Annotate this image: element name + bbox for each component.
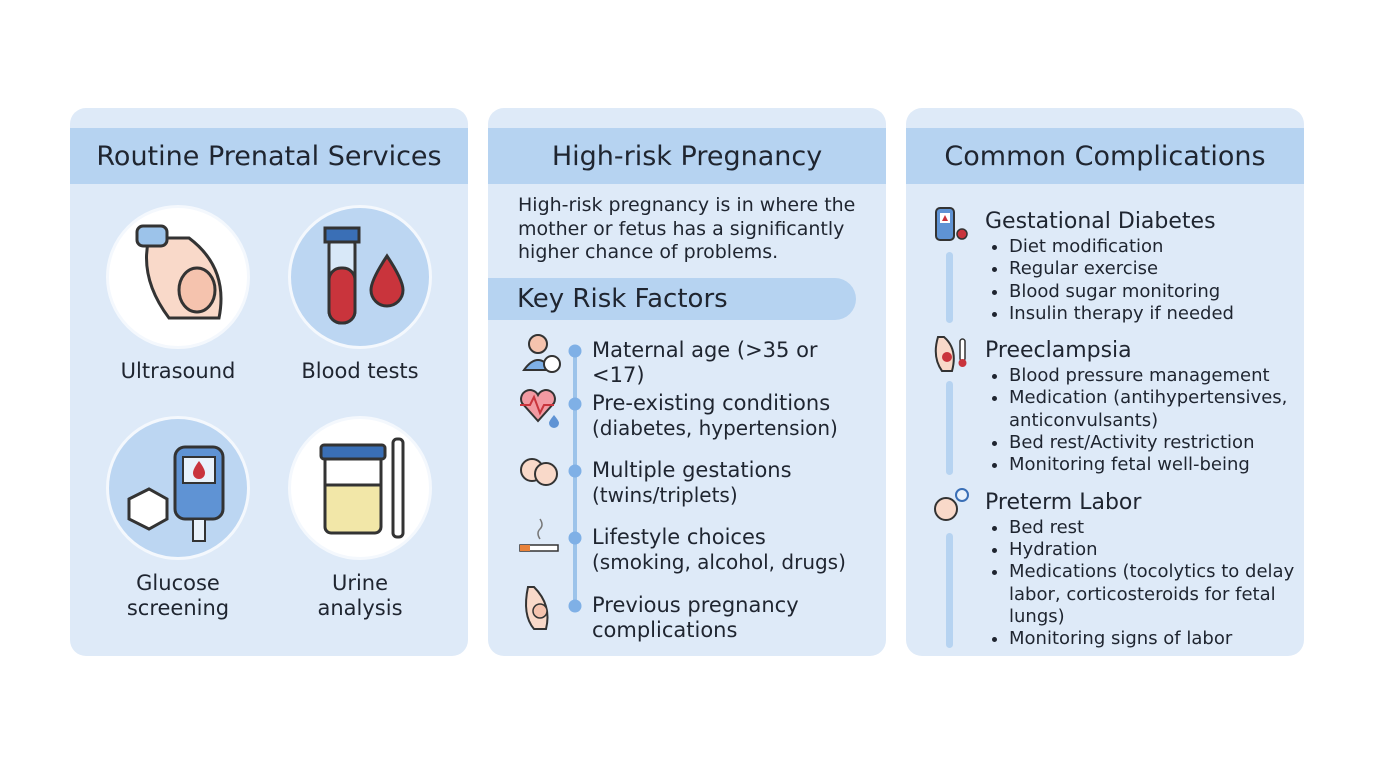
service-label: Blood tests [301,359,419,383]
subtitle: Key Risk Factors [488,278,856,320]
risk-factor: Maternal age (>35 or <17) [592,338,872,388]
treatment: Blood pressure management [1009,365,1304,387]
timeline [946,252,953,324]
service-illustration [323,226,405,325]
complication: Gestational DiabetesDiet modificationReg… [906,207,1304,325]
treatment: Monitoring signs of labor [1009,628,1304,650]
factor-name: Multiple gestations [592,458,792,482]
complication-icon [934,487,969,521]
treatment-list: Bed restHydrationMedications (tocolytics… [985,517,1304,651]
factor-icon [522,334,561,373]
treatment: Bed rest [1009,517,1304,539]
service-illustration [127,445,225,542]
timeline-dot [568,344,582,358]
service-icon [288,416,432,560]
panel-title: Routine Prenatal Services [70,128,468,184]
treatment: Medication (antihypertensives, anticonvu… [1009,387,1304,432]
service-icon [106,416,250,560]
intro-text: High-risk pregnancy is in where the moth… [518,194,856,263]
panel-title: Common Complications [906,128,1304,184]
complication-icon [935,207,968,241]
factor-detail: (diabetes, hypertension) [592,416,838,440]
treatment-list: Diet modificationRegular exerciseBlood s… [985,236,1304,325]
complication-icon [934,336,967,373]
treatment: Hydration [1009,539,1304,561]
factor-detail: (twins/triplets) [592,483,738,507]
treatment: Insulin therapy if needed [1009,303,1304,325]
treatment: Blood sugar monitoring [1009,281,1304,303]
factor-icon [525,586,549,630]
complication-list: Gestational DiabetesDiet modificationReg… [906,207,1304,656]
treatment: Diet modification [1009,236,1304,258]
treatment-list: Blood pressure managementMedication (ant… [985,365,1304,476]
timeline-dot [568,397,582,411]
timeline [946,381,953,475]
factor-icon [520,458,558,486]
service-label: Glucose screening [126,571,230,620]
panel-title: High-risk Pregnancy [488,128,886,184]
timeline-dot [568,531,582,545]
service-label: Ultrasound [120,359,236,383]
factor-icon [520,389,559,428]
complication: Preterm LaborBed restHydrationMedication… [906,487,1304,651]
service-illustration [319,437,405,539]
panel: High-risk Pregnancy High-risk pregnancy i… [488,108,886,656]
treatment: Monitoring fetal well-being [1009,454,1304,476]
timeline-dot [568,464,582,478]
service-label: Urine analysis [317,571,403,620]
complication-name: Preeclampsia [985,338,1132,364]
treatment: Regular exercise [1009,258,1304,280]
timeline [946,532,953,649]
panel: Common Complications Gestational Diabetes… [906,108,1304,656]
factor-name: Lifestyle choices [592,525,766,549]
treatment: Medications (tocolytics to delay labor, … [1009,561,1304,628]
timeline-dot [568,599,582,613]
panel: Routine Prenatal Services Ultrasound Blood… [70,108,468,656]
risk-factor: Lifestyle choices (smoking, alcohol, drug… [592,525,872,575]
service-icon [288,205,432,349]
risk-factor: Pre-existing conditions (diabetes, hypert… [592,391,872,441]
factor-name: Pre-existing conditions [592,391,831,415]
factor-icon [519,518,559,552]
service-illustration [135,224,223,320]
treatment: Bed rest/Activity restriction [1009,432,1304,454]
service-icon [106,205,250,349]
complication-name: Preterm Labor [985,489,1142,515]
factor-detail: (smoking, alcohol, drugs) [592,550,846,574]
complication: PreeclampsiaBlood pressure managementMed… [906,336,1304,476]
complication-name: Gestational Diabetes [985,209,1216,234]
factor-name: Previous pregnancy complications [592,593,799,642]
factor-name: Maternal age (>35 or <17) [592,338,818,387]
risk-factor: Previous pregnancy complications [592,593,822,643]
risk-factor: Multiple gestations (twins/triplets) [592,458,872,508]
